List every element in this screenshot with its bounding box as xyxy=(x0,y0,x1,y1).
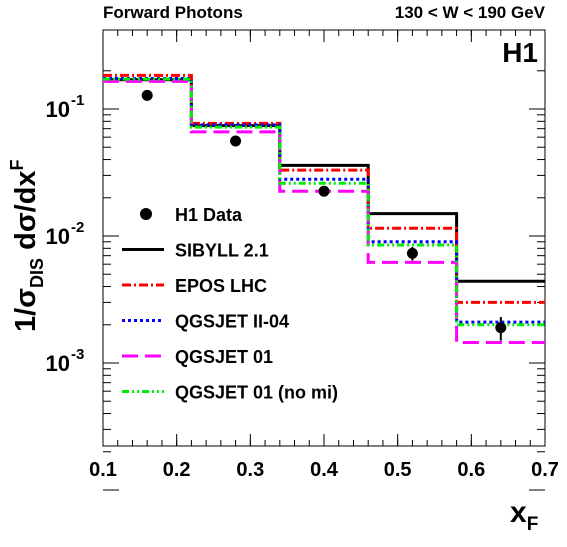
legend-label-4: QGSJET 01 (no mi) xyxy=(175,383,338,403)
histogram-4 xyxy=(103,77,545,327)
y-axis-label-suffix-sub: F xyxy=(7,159,27,170)
x-axis-label-sub: F xyxy=(527,514,539,535)
data-point xyxy=(406,247,418,259)
x-axis-label: xF xyxy=(510,496,538,535)
x-axis: 0.1 0.2 0.3 0.4 0.5 0.6 0.7 xyxy=(89,30,559,481)
x-tick-label: 0.2 xyxy=(163,459,191,481)
y-tick-exponent: -3 xyxy=(71,346,84,363)
data-point xyxy=(318,185,330,197)
x-axis-label-main: x xyxy=(510,496,527,529)
y-tick-label: 10 xyxy=(46,224,70,249)
x-tick-label: 0.4 xyxy=(310,459,339,481)
experiment-label: H1 xyxy=(502,37,538,68)
chart-title-left: Forward Photons xyxy=(103,3,243,22)
y-axis: 10-310-210-1 xyxy=(46,70,545,491)
y-axis-label-prefix-sub: DIS xyxy=(27,258,47,288)
data-point xyxy=(495,322,507,334)
legend-label-2: QGSJET II-04 xyxy=(175,312,289,332)
y-tick-label: 10 xyxy=(46,97,70,122)
model-histograms xyxy=(103,73,545,345)
histogram-0 xyxy=(103,78,545,283)
y-tick-label: 10 xyxy=(46,351,70,376)
y-axis-label-suffix: dσ/dx xyxy=(10,170,42,258)
x-tick-label: 0.1 xyxy=(89,459,117,481)
data-points xyxy=(141,89,507,341)
legend-label-data: H1 Data xyxy=(175,205,243,225)
x-tick-label: 0.5 xyxy=(384,459,412,481)
x-tick-label: 0.6 xyxy=(457,459,485,481)
y-axis-label: 1/σDIS dσ/dxF xyxy=(7,159,47,332)
legend-label-0: SIBYLL 2.1 xyxy=(175,241,269,261)
x-tick-label: 0.3 xyxy=(236,459,264,481)
chart-title-right: 130 < W < 190 GeV xyxy=(395,3,546,22)
histogram-2 xyxy=(103,76,545,324)
legend-label-3: QGSJET 01 xyxy=(175,347,273,367)
y-tick-exponent: -2 xyxy=(71,219,84,236)
y-tick-exponent: -1 xyxy=(71,92,84,109)
legend-label-1: EPOS LHC xyxy=(175,276,267,296)
data-point xyxy=(230,135,242,147)
data-point xyxy=(141,89,153,101)
x-tick-label: 0.7 xyxy=(531,459,559,481)
legend: H1 Data SIBYLL 2.1 EPOS LHC QGSJET II-04 QGS… xyxy=(122,205,338,403)
y-axis-label-prefix: 1/σ xyxy=(10,288,42,332)
legend-marker-data xyxy=(140,208,152,220)
